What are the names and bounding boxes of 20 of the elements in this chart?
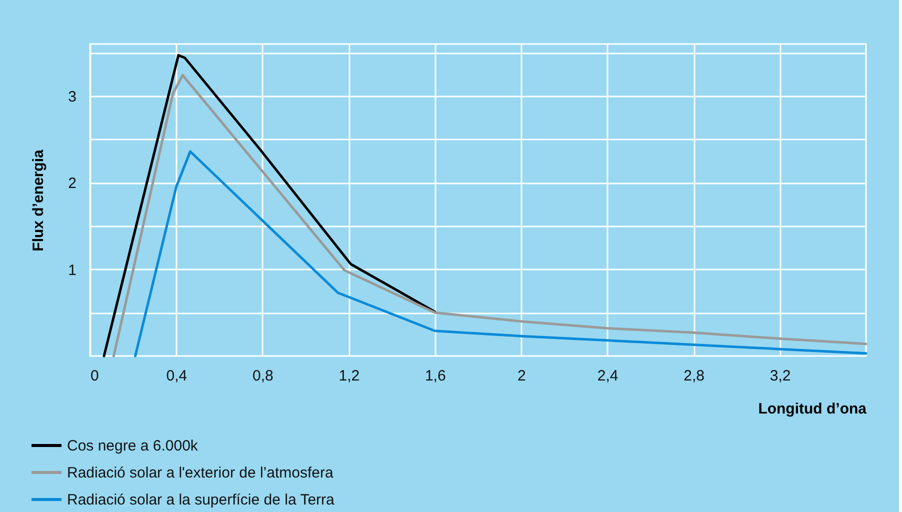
y-tick-label: 3 [68, 88, 76, 106]
x-tick-label: 1,2 [338, 368, 360, 384]
y-tick-label: 1 [68, 262, 76, 279]
legend-label: Cos negre a 6.000k [67, 438, 198, 454]
line-series [134, 150, 868, 358]
x-tick-label: 3,2 [770, 368, 791, 384]
x-tick-label: 2 [517, 368, 526, 384]
y-axis-title: Flux d’energia [30, 149, 48, 252]
y-tick-label: 2 [68, 175, 76, 192]
x-tick-label: 2,8 [684, 368, 704, 384]
legend-label: Radiació solar a la superfície de la Terra [67, 492, 336, 508]
x-tick-label: 2,4 [597, 368, 618, 384]
line-series [102, 54, 436, 358]
line-series [112, 74, 868, 358]
x-tick-label: 1,6 [424, 368, 446, 384]
x-tick-label: 0,8 [252, 368, 274, 384]
legend-label: Radiació solar a l'exterior de l’atmosfera [67, 464, 334, 482]
x-tick-label: 0 [90, 368, 99, 384]
x-axis-title: Longitud d’ona [758, 400, 868, 418]
x-tick-label: 0,4 [166, 368, 188, 384]
